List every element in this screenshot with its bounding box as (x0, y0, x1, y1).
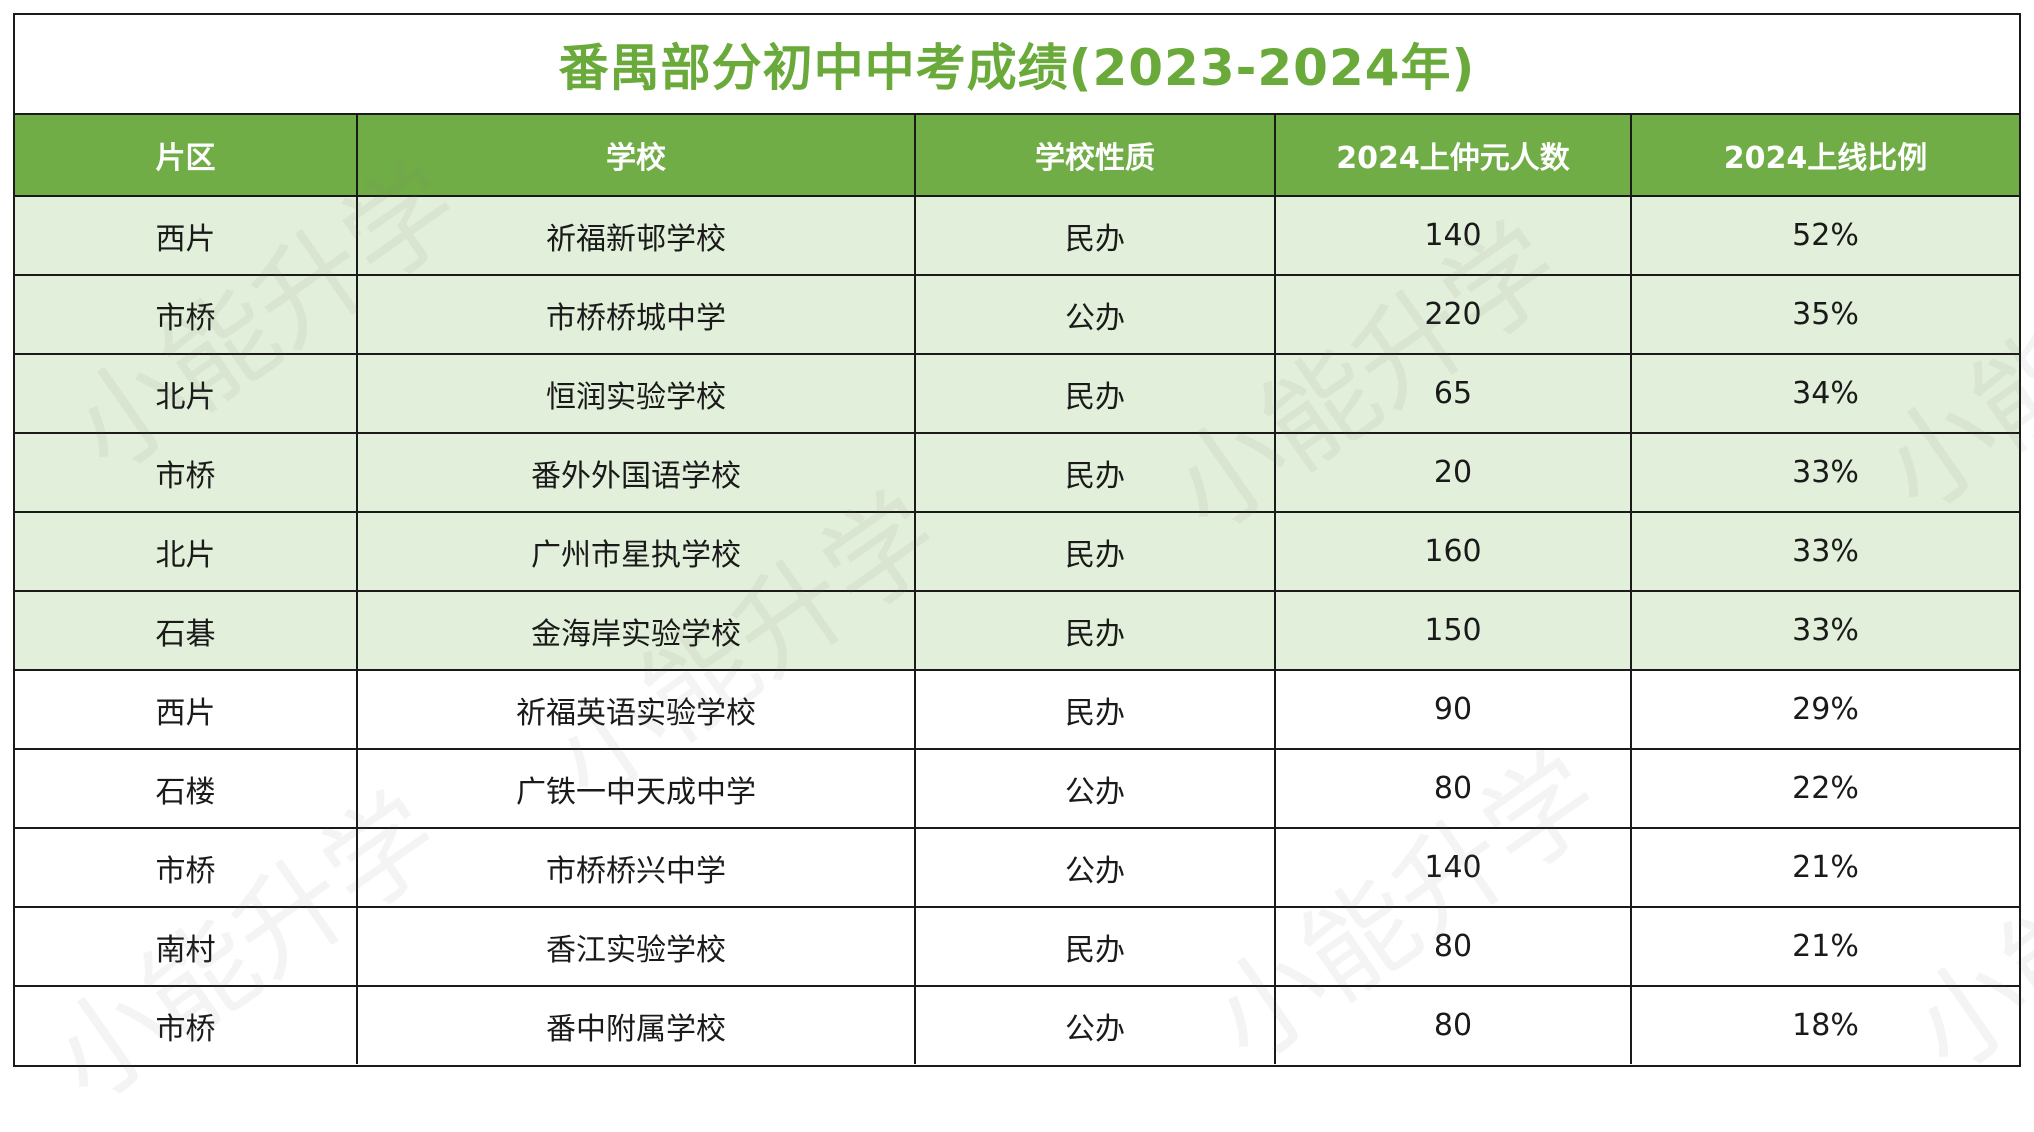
cell-type: 公办 (915, 828, 1276, 908)
cell-area: 北片 (15, 354, 358, 434)
cell-type: 民办 (915, 433, 1276, 513)
cell-area: 市桥 (15, 275, 358, 355)
table-row: 西片 祈福英语实验学校 民办 90 29% (15, 670, 2019, 750)
cell-count: 140 (1275, 828, 1632, 908)
table-row: 石楼 广铁一中天成中学 公办 80 22% (15, 749, 2019, 829)
cell-school: 广州市星执学校 (357, 512, 916, 592)
cell-area: 市桥 (15, 986, 358, 1064)
cell-rate: 21% (1631, 828, 2019, 908)
cell-rate: 34% (1631, 354, 2019, 434)
cell-type: 民办 (915, 907, 1276, 987)
cell-area: 南村 (15, 907, 358, 987)
cell-count: 20 (1275, 433, 1632, 513)
cell-type: 公办 (915, 275, 1276, 355)
cell-rate: 52% (1631, 196, 2019, 276)
cell-type: 民办 (915, 670, 1276, 750)
cell-school: 金海岸实验学校 (357, 591, 916, 671)
cell-school: 祈福新邨学校 (357, 196, 916, 276)
table-row: 石碁 金海岸实验学校 民办 150 33% (15, 591, 2019, 671)
cell-type: 民办 (915, 512, 1276, 592)
cell-count: 80 (1275, 749, 1632, 829)
cell-area: 市桥 (15, 433, 358, 513)
table-row: 市桥 市桥桥城中学 公办 220 35% (15, 275, 2019, 355)
header-rate: 2024上线比例 (1631, 115, 2019, 197)
cell-school: 市桥桥兴中学 (357, 828, 916, 908)
table-body: 西片 祈福新邨学校 民办 140 52% 市桥 市桥桥城中学 公办 220 35% 北片 恒润实验学校… (15, 196, 2019, 1064)
cell-area: 石楼 (15, 749, 358, 829)
cell-area: 西片 (15, 670, 358, 750)
cell-type: 民办 (915, 196, 1276, 276)
cell-count: 150 (1275, 591, 1632, 671)
cell-area: 北片 (15, 512, 358, 592)
cell-count: 65 (1275, 354, 1632, 434)
cell-school: 市桥桥城中学 (357, 275, 916, 355)
cell-rate: 35% (1631, 275, 2019, 355)
cell-rate: 33% (1631, 591, 2019, 671)
cell-count: 220 (1275, 275, 1632, 355)
cell-school: 番外外国语学校 (357, 433, 916, 513)
cell-count: 140 (1275, 196, 1632, 276)
cell-count: 80 (1275, 986, 1632, 1064)
cell-count: 160 (1275, 512, 1632, 592)
table-row: 南村 香江实验学校 民办 80 21% (15, 907, 2019, 987)
cell-rate: 33% (1631, 512, 2019, 592)
cell-area: 石碁 (15, 591, 358, 671)
cell-count: 80 (1275, 907, 1632, 987)
table-row: 市桥 番中附属学校 公办 80 18% (15, 986, 2019, 1064)
cell-area: 西片 (15, 196, 358, 276)
cell-type: 民办 (915, 354, 1276, 434)
cell-school: 祈福英语实验学校 (357, 670, 916, 750)
table-title: 番禺部分初中中考成绩(2023-2024年) (558, 39, 1476, 97)
cell-count: 90 (1275, 670, 1632, 750)
score-table: 片区 学校 学校性质 2024上仲元人数 2024上线比例 西片 祈福新邨学校 民办… (15, 115, 2019, 1064)
table-row: 北片 广州市星执学校 民办 160 33% (15, 512, 2019, 592)
cell-area: 市桥 (15, 828, 358, 908)
cell-rate: 22% (1631, 749, 2019, 829)
score-table-sheet: 番禺部分初中中考成绩(2023-2024年) 片区 学校 学校性质 2024上仲… (13, 13, 2021, 1067)
table-row: 北片 恒润实验学校 民办 65 34% (15, 354, 2019, 434)
header-row: 片区 学校 学校性质 2024上仲元人数 2024上线比例 (15, 115, 2019, 197)
table-row: 市桥 市桥桥兴中学 公办 140 21% (15, 828, 2019, 908)
cell-school: 香江实验学校 (357, 907, 916, 987)
cell-school: 番中附属学校 (357, 986, 916, 1064)
cell-rate: 33% (1631, 433, 2019, 513)
cell-rate: 18% (1792, 1008, 1859, 1043)
cell-rate: 21% (1631, 907, 2019, 987)
table-row: 西片 祈福新邨学校 民办 140 52% (15, 196, 2019, 276)
cell-type: 民办 (915, 591, 1276, 671)
cell-rate: 29% (1631, 670, 2019, 750)
cell-type: 公办 (915, 986, 1276, 1064)
cell-school: 恒润实验学校 (357, 354, 916, 434)
title-row: 番禺部分初中中考成绩(2023-2024年) (15, 15, 2019, 115)
cell-school: 广铁一中天成中学 (357, 749, 916, 829)
header-count: 2024上仲元人数 (1275, 115, 1632, 197)
header-type: 学校性质 (915, 115, 1276, 197)
header-area: 片区 (15, 115, 358, 197)
cell-type: 公办 (915, 749, 1276, 829)
header-school: 学校 (357, 115, 916, 197)
table-row: 市桥 番外外国语学校 民办 20 33% (15, 433, 2019, 513)
